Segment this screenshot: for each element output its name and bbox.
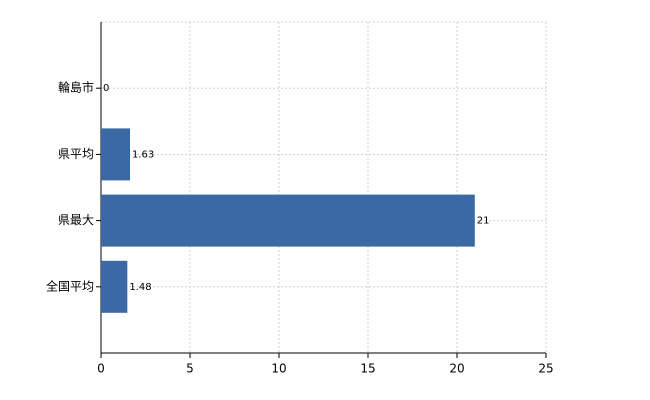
value-label: 0 <box>103 83 109 94</box>
x-tick-label: 20 <box>449 362 464 376</box>
value-label: 1.48 <box>129 282 151 293</box>
y-tick-label: 全国平均 <box>46 278 94 293</box>
x-tick-label: 10 <box>271 362 286 376</box>
y-tick-label: 県平均 <box>58 147 94 161</box>
x-tick-label: 15 <box>360 362 375 376</box>
bar <box>101 128 131 181</box>
value-label: 21 <box>477 216 490 227</box>
bar <box>101 260 128 313</box>
bar <box>101 194 475 247</box>
value-label: 1.63 <box>132 149 154 160</box>
y-tick-label: 県最大 <box>58 213 94 227</box>
x-tick-label: 0 <box>97 362 105 376</box>
x-tick-label: 5 <box>186 362 194 376</box>
x-tick-label: 25 <box>538 362 553 376</box>
y-tick-label: 輪島市 <box>58 80 94 95</box>
